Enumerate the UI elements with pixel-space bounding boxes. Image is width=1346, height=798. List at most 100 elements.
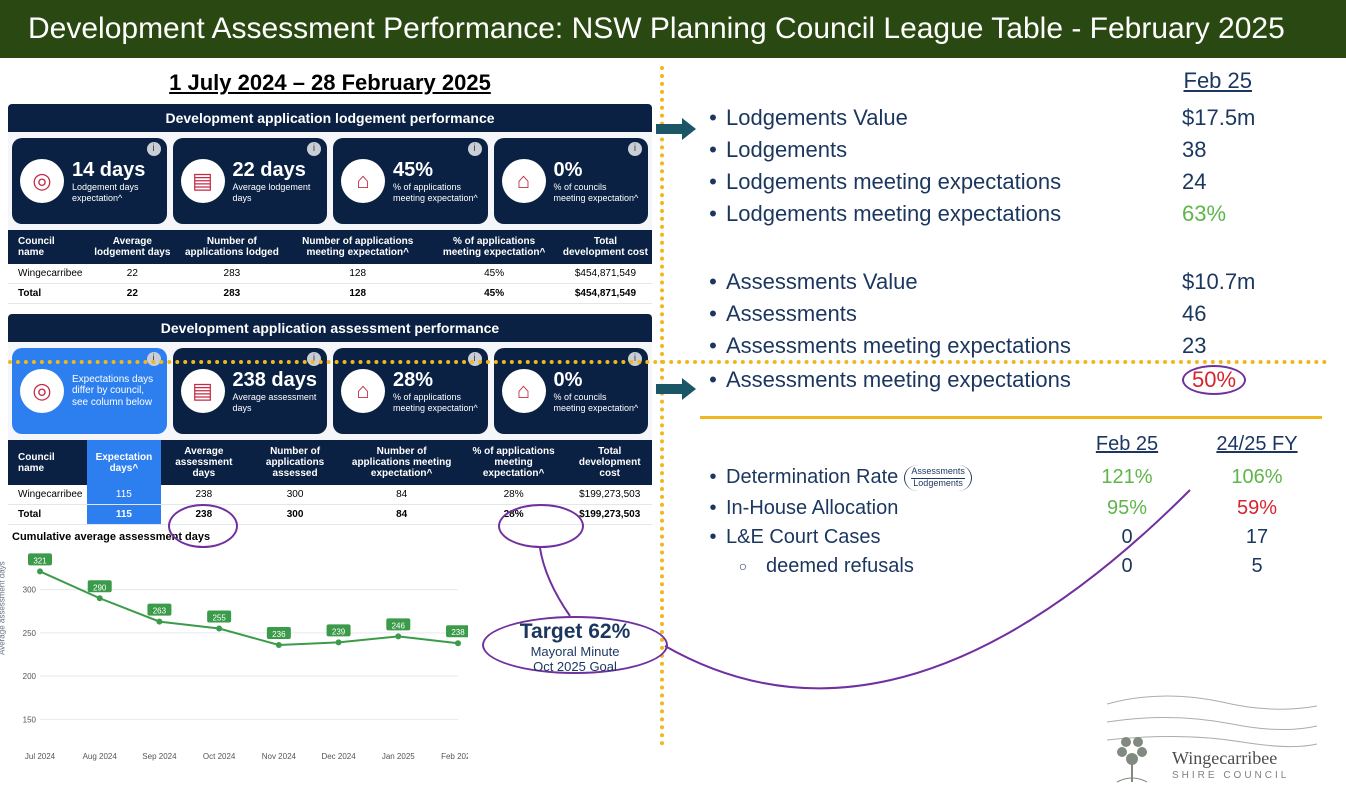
stat-row: Lodgements38	[700, 134, 1322, 166]
table-header: % of applications meeting expectation^	[429, 230, 558, 264]
col-fy: 24/25 FY	[1192, 433, 1322, 456]
svg-text:Aug 2024: Aug 2024	[83, 752, 118, 761]
det-label: L&E Court Cases	[726, 526, 1062, 549]
svg-text:255: 255	[212, 614, 226, 623]
svg-text:246: 246	[392, 621, 406, 630]
lodgement-panel-header: Development application lodgement perfor…	[8, 104, 652, 132]
stat-row: Lodgements Value$17.5m	[700, 102, 1322, 134]
stat-label: Lodgements meeting expectations	[726, 201, 1182, 227]
stat-value: 50%	[1182, 365, 1322, 395]
stat-label: Lodgements Value	[726, 105, 1182, 131]
table-row: Wingecarribee1152383008428%$199,273,503	[8, 485, 652, 505]
target-icon: ◎	[20, 369, 64, 413]
fraction-label: AssessmentsLodgements	[904, 465, 972, 491]
stat-value: $10.7m	[1182, 269, 1322, 295]
target-sub1: Mayoral Minute	[490, 644, 660, 659]
lodgement-table: Council nameAverage lodgement daysNumber…	[8, 230, 652, 304]
buildings-icon: ⌂	[502, 159, 546, 203]
page-title: Development Assessment Performance: NSW …	[0, 0, 1346, 58]
section-divider	[700, 416, 1322, 419]
target-annotation: Target 62% Mayoral Minute Oct 2025 Goal	[490, 620, 660, 674]
left-column: 1 July 2024 – 28 February 2025 Developme…	[0, 58, 660, 798]
stat-row: Lodgements meeting expectations63%	[700, 198, 1322, 230]
svg-text:Nov 2024: Nov 2024	[262, 752, 297, 761]
kpi-expectation-note: i ◎ Expectations days differ by council,…	[12, 348, 167, 434]
det-label: Determination RateAssessmentsLodgements	[726, 465, 1062, 491]
document-icon: ▤	[181, 369, 225, 413]
det-label: deemed refusals	[766, 555, 1062, 578]
assessment-kpi-row: i ◎ Expectations days differ by council,…	[8, 342, 652, 440]
assessment-stats-list: Assessments Value$10.7mAssessments46Asse…	[700, 266, 1322, 398]
council-logo: Wingecarribee SHIRE COUNCIL	[1102, 684, 1322, 784]
info-icon: i	[307, 352, 321, 366]
table-header: Number of applications meeting expectati…	[286, 230, 429, 264]
info-icon: i	[147, 352, 161, 366]
document-icon: ▤	[181, 159, 225, 203]
determination-row: Determination RateAssessmentsLodgements1…	[700, 462, 1322, 494]
kpi-value: 28%	[393, 369, 480, 392]
det-label: In-House Allocation	[726, 497, 1062, 520]
table-header: Total development cost	[567, 440, 652, 485]
kpi-value: 0%	[554, 159, 641, 182]
assessment-days-chart: Average assessment days 1502002503003212…	[8, 545, 468, 765]
table-header: Number of applications meeting expectati…	[343, 440, 459, 485]
kpi-value: 238 days	[233, 369, 320, 392]
stat-value: 38	[1182, 137, 1322, 163]
target-icon: ◎	[20, 159, 64, 203]
info-icon: i	[628, 142, 642, 156]
assessment-panel-header: Development application assessment perfo…	[8, 314, 652, 342]
stat-label: Lodgements	[726, 137, 1182, 163]
stat-value: 46	[1182, 301, 1322, 327]
svg-text:SHIRE COUNCIL: SHIRE COUNCIL	[1172, 770, 1289, 781]
stat-label: Assessments meeting expectations	[726, 367, 1182, 393]
svg-text:Feb 2025: Feb 2025	[441, 752, 468, 761]
lodgement-stats-list: Lodgements Value$17.5mLodgements38Lodgem…	[700, 102, 1322, 230]
determination-row: L&E Court Cases017	[700, 523, 1322, 552]
table-header: Number of applications lodged	[178, 230, 286, 264]
kpi-avg-lodgement: i ▤ 22 days Average lodgement days	[173, 138, 328, 224]
kpi-sub: % of councils meeting expectation^	[554, 182, 641, 203]
title-text: Development Assessment Performance: NSW …	[28, 12, 1285, 46]
stat-label: Assessments	[726, 301, 1182, 327]
determination-row: In-House Allocation95%59%	[700, 494, 1322, 523]
lodgement-kpi-row: i ◎ 14 days Lodgement days expectation^ …	[8, 132, 652, 230]
assessment-panel: Development application assessment perfo…	[8, 314, 652, 525]
kpi-lodgement-expectation: i ◎ 14 days Lodgement days expectation^	[12, 138, 167, 224]
chart-title: Cumulative average assessment days	[12, 531, 652, 543]
info-icon: i	[628, 352, 642, 366]
kpi-value: 14 days	[72, 159, 159, 182]
lodgement-panel: Development application lodgement perfor…	[8, 104, 652, 304]
kpi-avg-assessment: i ▤ 238 days Average assessment days	[173, 348, 328, 434]
stat-row: Lodgements meeting expectations24	[700, 166, 1322, 198]
target-main: Target 62%	[490, 620, 660, 644]
info-icon: i	[147, 142, 161, 156]
info-icon: i	[307, 142, 321, 156]
stat-label: Lodgements meeting expectations	[726, 169, 1182, 195]
det-value-feb: 0	[1062, 555, 1192, 578]
table-header: Council name	[8, 230, 87, 264]
table-header: Total development cost	[559, 230, 652, 264]
det-value-feb: 121%	[1062, 466, 1192, 489]
right-column: Feb 25 Lodgements Value$17.5mLodgements3…	[660, 58, 1346, 798]
det-value-fy: 17	[1192, 526, 1322, 549]
kpi-pct-meeting-assess: i ⌂ 28% % of applications meeting expect…	[333, 348, 488, 434]
svg-text:Jul 2024: Jul 2024	[25, 752, 56, 761]
stat-value: 63%	[1182, 201, 1322, 227]
kpi-sub: Average lodgement days	[233, 182, 320, 203]
svg-text:238: 238	[451, 628, 465, 637]
stat-value: 24	[1182, 169, 1322, 195]
svg-text:250: 250	[23, 629, 37, 638]
building-icon: ⌂	[341, 159, 385, 203]
svg-text:321: 321	[33, 556, 47, 565]
svg-text:290: 290	[93, 583, 107, 592]
target-sub2: Oct 2025 Goal	[490, 659, 660, 674]
stat-row: Assessments meeting expectations50%	[700, 362, 1322, 398]
table-row: Total1152383008428%$199,273,503	[8, 505, 652, 525]
kpi-sub: % of applications meeting expectation^	[393, 392, 480, 413]
assessment-table: Council nameExpectation days^Average ass…	[8, 440, 652, 525]
kpi-value: 22 days	[233, 159, 320, 182]
stat-value: $17.5m	[1182, 105, 1322, 131]
kpi-sub: % of applications meeting expectation^	[393, 182, 480, 203]
determination-row: deemed refusals05	[700, 552, 1322, 581]
kpi-councils-meeting-assess: i ⌂ 0% % of councils meeting expectation…	[494, 348, 649, 434]
